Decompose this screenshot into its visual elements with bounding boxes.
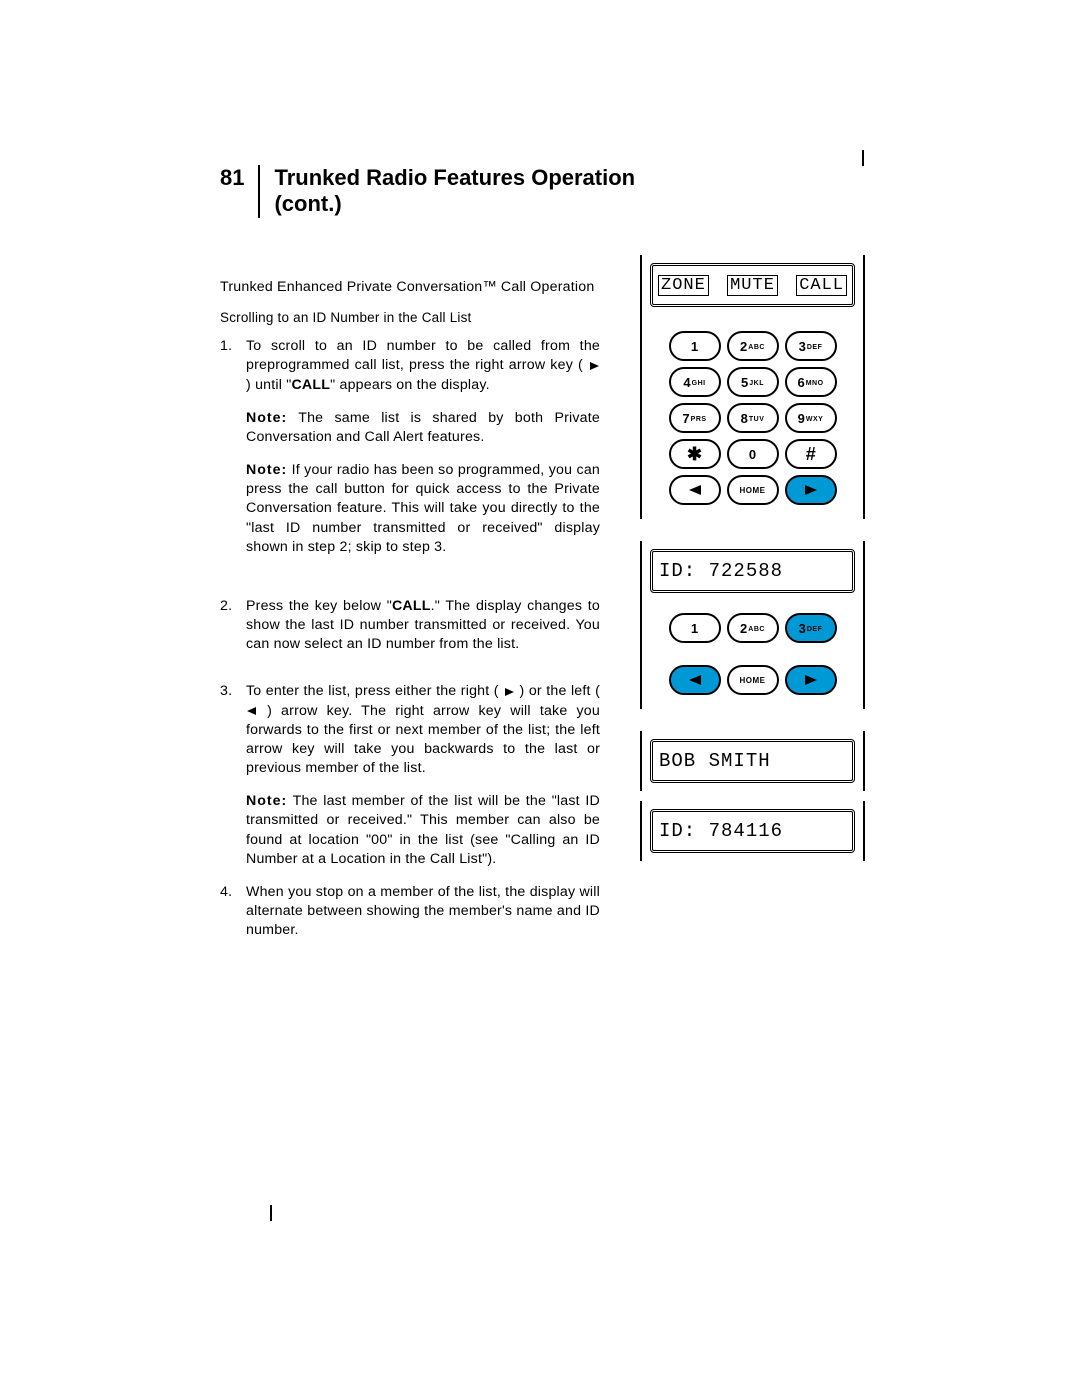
bold-call: CALL [392, 598, 431, 614]
panel-4: ID: 784116 [640, 801, 865, 861]
note-text: The same list is shared by both Private … [246, 410, 600, 445]
step-number: 4. [220, 883, 246, 941]
key-0: 0 [727, 439, 779, 469]
text: ) or the left ( [515, 683, 600, 699]
note-text: The last member of the list will be the … [246, 793, 600, 867]
lcd-id: ID: 784116 [650, 809, 855, 853]
step3-note: Note: The last member of the list will b… [246, 792, 600, 869]
key-hash: # [785, 439, 837, 469]
lcd-softkeys: ZONE MUTE CALL [650, 263, 855, 307]
note-text: If your radio has been so programmed, yo… [246, 462, 600, 555]
text: ) arrow key. The right arrow key will ta… [246, 703, 600, 777]
keypad-row-sym: ✱ 0 # [650, 439, 855, 469]
right-arrow-icon [503, 687, 515, 697]
softkey-call: CALL [796, 275, 847, 296]
right-arrow-icon [588, 361, 600, 371]
step-4: 4. When you stop on a member of the list… [220, 883, 600, 941]
step1-p1: To scroll to an ID number to be called f… [246, 337, 600, 395]
key-home: HOME [727, 475, 779, 505]
lcd-name: BOB SMITH [650, 739, 855, 783]
key-6: 6MNO [785, 367, 837, 397]
title-line2: (cont.) [274, 191, 341, 216]
left-arrow-icon [246, 706, 258, 716]
text: Press the key below " [246, 598, 392, 614]
panel-3: BOB SMITH [640, 731, 865, 791]
step-body: When you stop on a member of the list, t… [246, 883, 600, 941]
step-number: 1. [220, 337, 246, 557]
step-body: To enter the list, press either the righ… [246, 682, 600, 869]
key-star: ✱ [669, 439, 721, 469]
step4-p: When you stop on a member of the list, t… [246, 883, 600, 941]
key-right-arrow [785, 475, 837, 505]
page-number: 81 [220, 165, 258, 191]
key-2: 2ABC [727, 331, 779, 361]
bold-call: CALL [291, 377, 330, 393]
step-body: Press the key below "CALL." The display … [246, 597, 600, 655]
note-lead: Note: [246, 462, 287, 478]
key-left-arrow [669, 475, 721, 505]
panel-1: ZONE MUTE CALL 12ABC3DEF 4GHI5JKL6MNO 7PRS… [640, 255, 865, 519]
key-3: 3DEF [785, 331, 837, 361]
hash-glyph: # [805, 444, 815, 465]
sub-title: Scrolling to an ID Number in the Call Li… [220, 309, 600, 327]
step-number: 2. [220, 597, 246, 655]
step1-note2: Note: If your radio has been so programm… [246, 461, 600, 557]
key-2: 2ABC [727, 613, 779, 643]
key-left-arrow [669, 665, 721, 695]
illustration-column: ZONE MUTE CALL 12ABC3DEF4GHI5JKL6MNO7PRS… [640, 255, 865, 883]
crop-mark [270, 1205, 272, 1221]
key-home: HOME [727, 665, 779, 695]
step-number: 3. [220, 682, 246, 869]
key-4: 4GHI [669, 367, 721, 397]
step3-p1: To enter the list, press either the righ… [246, 682, 600, 778]
keypad-row-nav: HOME [650, 665, 855, 695]
keypad-row: 4GHI5JKL6MNO [650, 367, 855, 397]
note-lead: Note: [246, 793, 287, 809]
step1-note1: Note: The same list is shared by both Pr… [246, 409, 600, 447]
crop-mark [862, 150, 864, 166]
key-5: 5JKL [727, 367, 779, 397]
softkey-zone: ZONE [658, 275, 709, 296]
key-3: 3DEF [785, 613, 837, 643]
keypad-row: 12ABC3DEF [650, 613, 855, 643]
keypad-row-nav: HOME [650, 475, 855, 505]
body-text: Trunked Enhanced Private Conversation™ C… [220, 278, 600, 941]
text: ) until " [246, 377, 291, 393]
title-line1: Trunked Radio Features Operation [274, 165, 635, 190]
step-body: To scroll to an ID number to be called f… [246, 337, 600, 557]
key-8: 8TUV [727, 403, 779, 433]
key-right-arrow [785, 665, 837, 695]
step-2: 2. Press the key below "CALL." The displ… [220, 597, 600, 655]
text: To enter the list, press either the righ… [246, 683, 503, 699]
text: " appears on the display. [330, 377, 490, 393]
header-divider [258, 165, 260, 218]
panel-2: ID: 722588 12ABC3DEF HOME [640, 541, 865, 709]
softkey-mute: MUTE [727, 275, 778, 296]
note-lead: Note: [246, 410, 287, 426]
key-9: 9WXY [785, 403, 837, 433]
keypad-numeric: 12ABC3DEF 4GHI5JKL6MNO 7PRS8TUV9WXY [650, 331, 855, 433]
step2-p: Press the key below "CALL." The display … [246, 597, 600, 655]
lcd-id: ID: 722588 [650, 549, 855, 593]
key-1: 1 [669, 613, 721, 643]
text: To scroll to an ID number to be called f… [246, 338, 600, 373]
page-title: Trunked Radio Features Operation (cont.) [274, 165, 635, 218]
step-3: 3. To enter the list, press either the r… [220, 682, 600, 869]
page-header: 81 Trunked Radio Features Operation (con… [220, 165, 860, 218]
keypad-row: 12ABC3DEF [650, 331, 855, 361]
keypad-row: 7PRS8TUV9WXY [650, 403, 855, 433]
key-1: 1 [669, 331, 721, 361]
key-7: 7PRS [669, 403, 721, 433]
step-1: 1. To scroll to an ID number to be calle… [220, 337, 600, 557]
section-title: Trunked Enhanced Private Conversation™ C… [220, 278, 600, 297]
